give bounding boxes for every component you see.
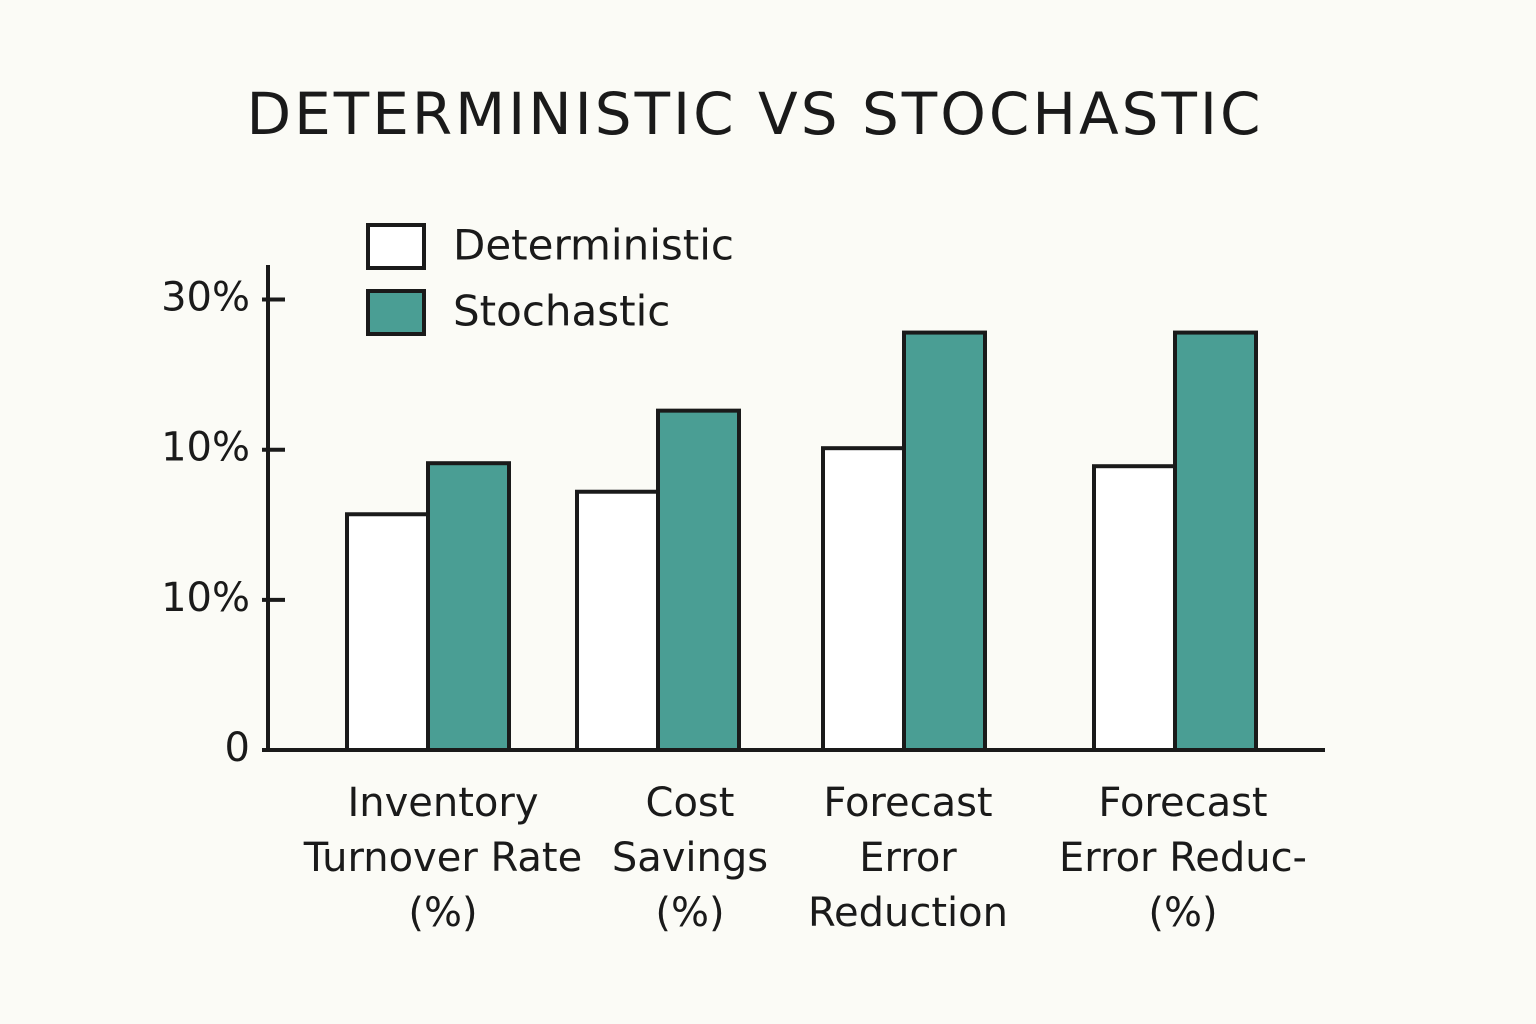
bar bbox=[426, 461, 511, 752]
x-tick-label: Inventory Turnover Rate (%) bbox=[303, 780, 583, 936]
y-tick-label: 10% bbox=[161, 425, 250, 471]
bar bbox=[575, 489, 660, 752]
bar bbox=[656, 408, 741, 752]
y-tick-label: 10% bbox=[161, 575, 250, 621]
bar bbox=[1173, 330, 1258, 752]
bar bbox=[902, 330, 987, 752]
chart-title: DETERMINISTIC VS STOCHASTIC bbox=[246, 80, 1263, 148]
x-tick-label: Forecast Error Reduction bbox=[808, 780, 1008, 936]
legend-swatch bbox=[366, 223, 426, 270]
legend-swatch bbox=[366, 289, 426, 336]
x-tick-label: Forecast Error Reduc- (%) bbox=[1059, 780, 1307, 936]
y-tick-label: 0 bbox=[225, 725, 250, 771]
legend-label: Stochastic bbox=[453, 287, 670, 336]
bar bbox=[1092, 464, 1177, 752]
y-tick-label: 30% bbox=[161, 275, 250, 321]
bar bbox=[345, 512, 430, 752]
x-tick-label: Cost Savings (%) bbox=[611, 780, 769, 936]
legend-label: Deterministic bbox=[453, 221, 734, 270]
bar bbox=[821, 446, 906, 752]
